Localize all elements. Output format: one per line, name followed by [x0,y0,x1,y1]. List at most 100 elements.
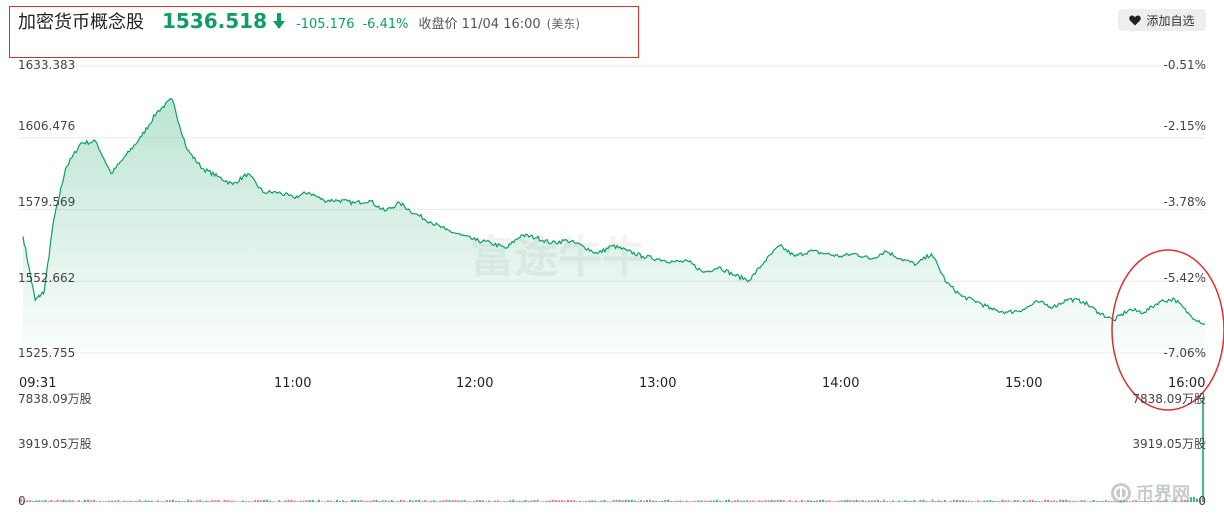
volume-bar [375,499,378,502]
volume-bar [165,500,168,502]
annotation-close-circle [1111,249,1224,411]
volume-bar [709,500,712,502]
volume-bar [393,501,396,502]
volume-bar [217,499,220,502]
volume-bar [1083,500,1086,502]
volume-bar [822,499,825,502]
x-tick-3: 13:00 [639,376,677,391]
volume-bar [721,501,725,502]
volume-bar [1074,501,1077,502]
volume-bar [946,501,949,502]
volume-bar [968,500,971,502]
volume-bar [314,501,317,502]
volume-bar [1065,499,1068,502]
volume-bar [612,499,615,502]
volume-bar [1162,500,1165,502]
volume-bar [472,501,475,502]
volume-bar [800,499,804,502]
volume-bar [226,500,229,502]
x-tick-2: 12:00 [456,376,494,391]
volume-bar [803,501,807,502]
volume-bar [819,499,822,502]
volume-bar [576,501,579,502]
volume-bar [673,501,676,502]
volume-bar [308,500,311,502]
volume-bar [150,500,153,502]
volume-bar [919,499,922,502]
volume-bar [253,500,257,502]
volume-bar [47,500,50,502]
volume-bar [1171,501,1174,502]
volume-bar [1071,501,1074,502]
volume-bar [378,501,381,502]
y-tick-right-0: -0.51% [1163,58,1206,72]
y-tick-left-2: 1579.569 [18,195,76,209]
volume-bar [50,500,53,502]
volume-bar [828,500,831,502]
volume-bar [840,500,843,502]
volume-bar [566,499,570,502]
volume-bar [588,500,591,502]
volume-bar [384,500,387,502]
volume-bar [509,500,512,502]
vol-tick-right-1: 3919.05万股 [1132,437,1206,451]
vol-tick-right-0: 7838.09万股 [1132,392,1206,406]
volume-bar [983,500,986,502]
x-tick-0: 09:31 [19,376,57,391]
close-status: 收盘价 11/04 16:00 [418,17,541,32]
volume-bar [138,499,141,502]
volume-bar [907,500,910,502]
volume-bar [41,500,44,502]
volume-bar [1180,499,1183,502]
volume-bar [858,500,861,502]
volume-bar [1040,501,1044,502]
volume-bar [1168,501,1171,502]
volume-bar [405,501,409,502]
volume-bar [582,501,585,502]
volume-bar [178,500,181,502]
volume-bar [1147,501,1150,502]
x-tick-4: 14:00 [822,376,860,391]
y-tick-right-2: -3.78% [1163,195,1206,209]
volume-bar [746,500,749,502]
volume-bar [408,499,412,502]
volume-bar [77,500,80,502]
volume-bar [62,499,65,502]
volume-bar [1104,500,1107,502]
volume-bar [351,499,354,502]
volume-bar [989,499,992,502]
volume-bar [1138,501,1141,502]
volume-bar [387,500,390,502]
volume-bar [1144,500,1147,502]
volume-bar [354,499,357,502]
volume-bar [837,500,840,502]
volume-bar [257,499,260,502]
volume-bar [594,500,597,502]
volume-bar [126,501,129,502]
volume-bar [1056,501,1059,502]
volume-bar [229,500,232,502]
y-tick-right-1: -2.15% [1163,119,1206,133]
volume-bar [68,500,71,502]
volume-bar [980,501,983,502]
price-line [22,98,1206,325]
volume-bar [925,501,928,502]
volume-bar [542,501,545,502]
add-to-watchlist-button[interactable]: 添加自选 [1118,9,1206,31]
volume-bar [1077,501,1080,502]
volume-bar [494,500,497,502]
volume-bar [697,500,700,502]
market-timezone: (美东) [546,17,581,31]
volume-bar [159,501,162,502]
volume-bar [99,500,102,502]
volume-bar [958,500,962,502]
volume-bar [1016,499,1019,502]
volume-bar [80,501,83,502]
volume-bar [810,500,813,502]
volume-bar [174,501,178,502]
volume-bar [399,499,402,502]
volume-bar [852,500,855,502]
volume-bar [545,500,548,502]
volume-bar [92,499,96,502]
volume-bar [311,499,314,502]
